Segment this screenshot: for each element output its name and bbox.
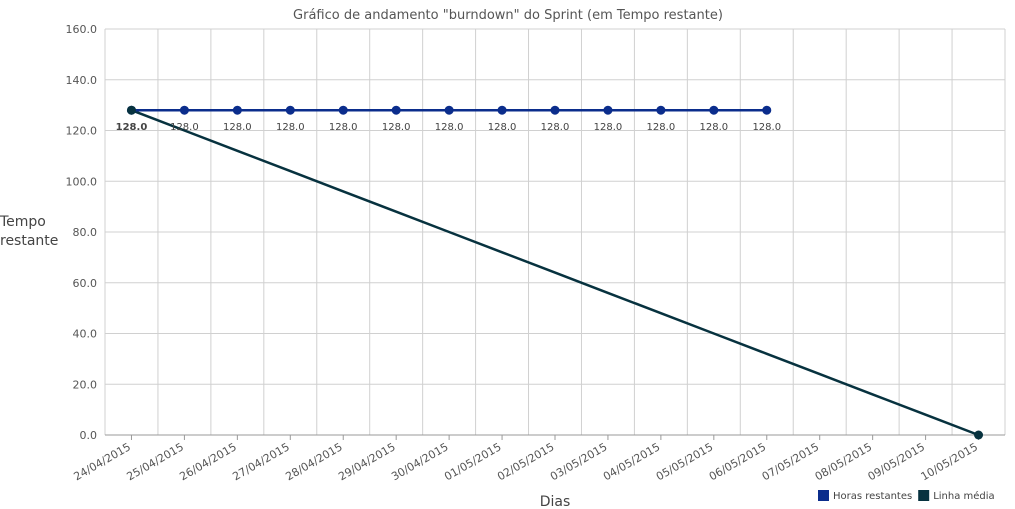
x-tick-label: 06/05/2015 (707, 440, 768, 483)
x-tick-label: 02/05/2015 (495, 440, 556, 483)
x-tick-label: 30/04/2015 (389, 440, 450, 483)
y-tick-label: 120.0 (66, 125, 98, 138)
point (603, 105, 613, 115)
x-tick-label: 03/05/2015 (548, 440, 609, 483)
data-label: 128.0 (752, 122, 781, 133)
point (444, 105, 454, 115)
y-tick-label: 140.0 (66, 74, 98, 87)
point (391, 105, 401, 115)
point (656, 105, 666, 115)
x-tick-label: 10/05/2015 (919, 440, 980, 483)
data-label: 128.0 (647, 122, 676, 133)
x-tick-label: 07/05/2015 (760, 440, 821, 483)
x-tick-label: 25/04/2015 (125, 440, 186, 483)
point (550, 105, 560, 115)
legend-swatch (818, 490, 829, 501)
point (179, 105, 189, 115)
point (762, 105, 772, 115)
legend-swatch (918, 490, 930, 501)
chart-title: Gráfico de andamento "burndown" do Sprin… (293, 8, 723, 23)
data-label: 128.0 (223, 122, 252, 133)
legend-label: Linha média (933, 490, 994, 502)
data-label: 128.0 (594, 122, 623, 133)
x-tick-label: 01/05/2015 (442, 440, 503, 483)
data-label: 128.0 (541, 122, 570, 133)
x-tick-label: 09/05/2015 (866, 440, 927, 483)
data-label: 128.0 (116, 122, 148, 133)
point (232, 105, 242, 115)
y-tick-label: 80.0 (73, 226, 98, 239)
x-tick-label: 08/05/2015 (813, 440, 874, 483)
data-label: 128.0 (382, 122, 411, 133)
legend-label: Horas restantes (833, 491, 912, 502)
x-tick-label: 27/04/2015 (230, 440, 291, 483)
x-tick-label: 29/04/2015 (336, 440, 397, 483)
data-label: 128.0 (329, 122, 358, 133)
point (126, 105, 136, 115)
data-label: 128.0 (170, 122, 199, 133)
point (338, 105, 348, 115)
data-label: 128.0 (700, 122, 729, 133)
y-tick-label: 100.0 (66, 175, 98, 188)
y-axis-title: Tempo restante (0, 214, 59, 249)
point (285, 105, 295, 115)
x-tick-label: 05/05/2015 (654, 440, 715, 483)
x-tick-label: 26/04/2015 (177, 440, 238, 483)
x-tick-label: 04/05/2015 (601, 440, 662, 483)
x-axis-title: Dias (540, 494, 571, 509)
point (497, 105, 507, 115)
y-tick-label: 0.0 (80, 429, 98, 442)
y-tick-label: 160.0 (66, 23, 98, 36)
data-label: 128.0 (276, 122, 305, 133)
y-tick-label: 40.0 (73, 328, 98, 341)
series-line (131, 109, 979, 437)
data-label: 128.0 (435, 122, 464, 133)
x-tick-label: 24/04/2015 (72, 440, 133, 483)
point (709, 105, 719, 115)
y-tick-label: 60.0 (73, 277, 98, 290)
point (974, 430, 984, 440)
data-label: 128.0 (488, 122, 517, 133)
y-tick-label: 20.0 (73, 378, 98, 391)
x-tick-label: 28/04/2015 (283, 440, 344, 483)
